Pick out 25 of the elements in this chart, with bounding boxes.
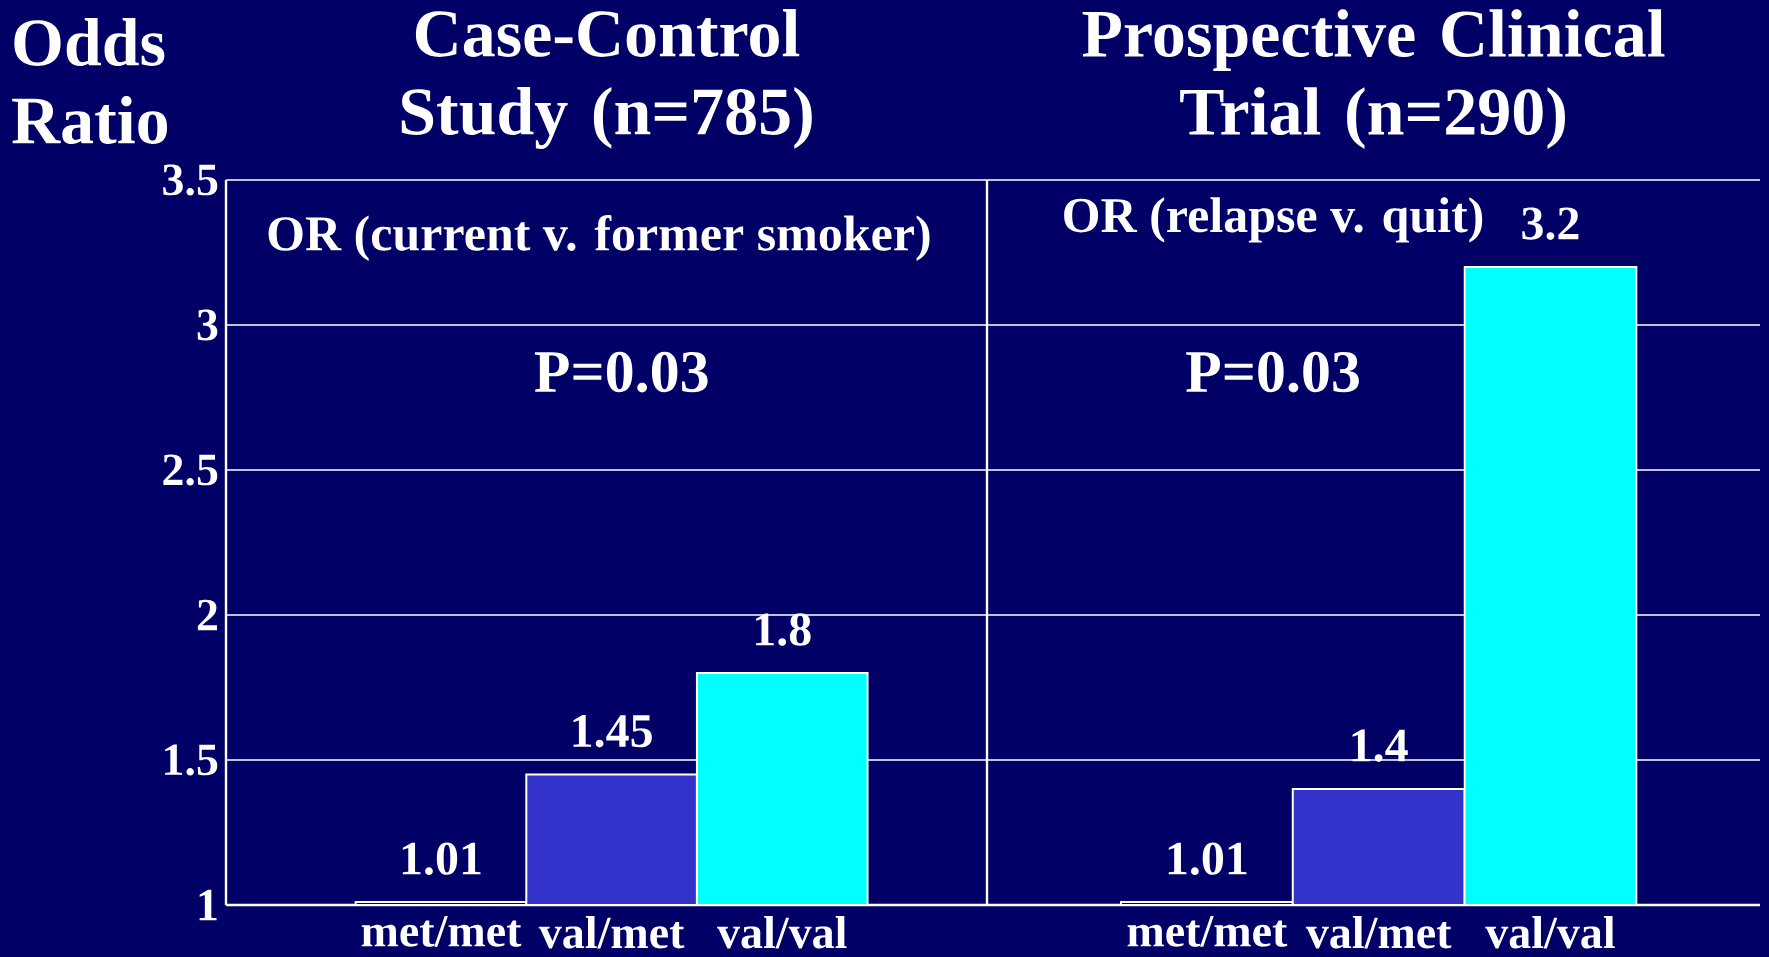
data-label: 1.4 xyxy=(1352,729,1408,762)
chart-title: Case-Control Study (n=785) xyxy=(401,9,812,149)
x-tick-label: val/met xyxy=(1305,916,1452,949)
data-label: 1.8 xyxy=(756,613,811,646)
annotation: P=0.03 xyxy=(534,351,708,393)
data-label: 1.45 xyxy=(573,715,652,748)
data-label: 3.2 xyxy=(1522,207,1579,240)
x-tick-label: met/met xyxy=(1127,916,1288,947)
y-tick-label: 1 xyxy=(199,889,217,921)
y-tick-label: 2.5 xyxy=(163,454,218,486)
x-tick-label: val/val xyxy=(717,916,847,949)
y-tick-label: 2 xyxy=(197,599,217,631)
x-tick-label: val/met xyxy=(538,916,685,949)
x-tick-label: met/met xyxy=(361,916,522,947)
annotation: OR (relapse v. quit) xyxy=(1064,197,1483,243)
chart-title: Prospective Clinical Trial (n=290) xyxy=(1082,9,1665,149)
y-axis-title: Odds Ratio xyxy=(12,18,168,144)
y-tick-label: 3 xyxy=(197,309,218,341)
data-label: 1.01 xyxy=(1168,842,1247,876)
y-tick-label: 1.5 xyxy=(165,744,218,776)
y-tick-label: 3.5 xyxy=(163,164,218,196)
annotation: P=0.03 xyxy=(1186,351,1359,393)
data-label: 1.01 xyxy=(402,842,481,876)
annotation: OR (current v. former smoker) xyxy=(268,215,930,261)
x-tick-label: val/val xyxy=(1485,916,1615,949)
